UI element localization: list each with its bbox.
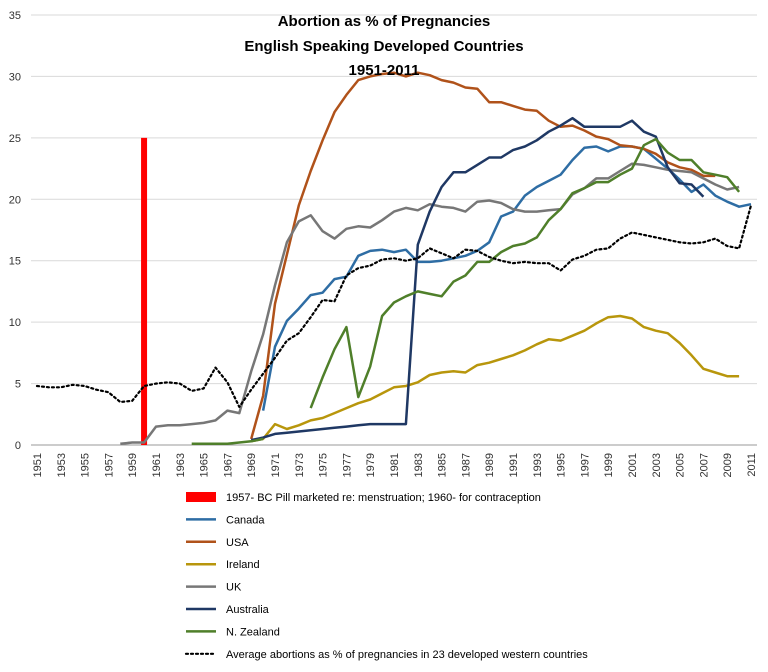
x-tick-label: 1995: [556, 453, 568, 477]
y-tick-label: 20: [9, 194, 21, 206]
x-tick-label: 1957: [103, 453, 115, 477]
series-line-n-zealand: [309, 137, 741, 409]
x-axis: 1951 1953 1955 1957 1959 1961 1963 1965 1967 1969…: [32, 453, 758, 477]
legend-swatch-bar: [186, 492, 216, 502]
y-tick-label: 10: [9, 317, 21, 329]
y-tick-label: 5: [15, 379, 21, 391]
title-line-1: Abortion as % of Pregnancies: [278, 13, 491, 30]
legend-label: Ireland: [226, 559, 260, 571]
title-line-3: 1951-2011: [349, 62, 420, 79]
x-tick-label: 1985: [437, 453, 449, 477]
x-tick-label: 2001: [627, 453, 639, 477]
y-axis: 0 5 10 15 20 25 30 35: [9, 10, 21, 452]
y-tick-label: 15: [9, 256, 21, 268]
series-line-australia: [250, 116, 705, 442]
legend-label: 1957- BC Pill marketed re: menstruation;…: [226, 492, 541, 504]
grid: [31, 14, 757, 446]
series-line-ireland: [250, 314, 740, 443]
x-tick-label: 2003: [651, 453, 663, 477]
x-tick-label: 2005: [675, 453, 687, 477]
series-line-uk: [120, 162, 740, 446]
x-tick-label: 1969: [246, 453, 258, 477]
x-tick-label: 1959: [127, 453, 139, 477]
x-tick-label: 1993: [532, 453, 544, 477]
x-tick-label: 1989: [484, 453, 496, 477]
legend-label: USA: [226, 537, 249, 549]
x-tick-label: 2007: [698, 453, 710, 477]
series-line-canada: [261, 145, 752, 411]
x-tick-label: 1965: [199, 453, 211, 477]
legend-label: N. Zealand: [226, 626, 280, 638]
x-tick-label: 1987: [460, 453, 472, 477]
x-tick-label: 1973: [294, 453, 306, 477]
x-tick-label: 1979: [365, 453, 377, 477]
series-line-average-abortions-as-of-pregnancies-in-23-developed-western-countries: [35, 204, 753, 408]
series-group: [35, 71, 753, 446]
title-line-2: English Speaking Developed Countries: [244, 38, 523, 55]
x-tick-label: 1997: [579, 453, 591, 477]
x-tick-label: 1967: [222, 453, 234, 477]
x-tick-label: 1961: [151, 453, 163, 477]
y-tick-label: 0: [15, 440, 21, 452]
legend-label: UK: [226, 582, 242, 594]
series-line-n-zealand: [191, 437, 264, 446]
x-tick-label: 1951: [32, 453, 44, 477]
legend-label: Average abortions as % of pregnancies in…: [226, 649, 588, 661]
x-tick-label: 2009: [722, 453, 734, 477]
x-tick-label: 1977: [341, 453, 353, 477]
legend-label: Canada: [226, 514, 265, 526]
x-tick-label: 1983: [413, 453, 425, 477]
x-tick-label: 2011: [746, 453, 758, 477]
x-tick-label: 1981: [389, 453, 401, 477]
y-tick-label: 35: [9, 10, 21, 22]
x-tick-label: 1953: [56, 453, 68, 477]
x-tick-label: 1971: [270, 453, 282, 477]
legend: 1957- BC Pill marketed re: menstruation;…: [184, 492, 588, 661]
x-tick-label: 1991: [508, 453, 520, 477]
y-tick-label: 30: [9, 71, 21, 83]
x-tick-label: 1963: [175, 453, 187, 477]
y-tick-label: 25: [9, 133, 21, 145]
pill-marker-bar: [141, 137, 148, 445]
x-tick-label: 1999: [603, 453, 615, 477]
x-tick-label: 1975: [318, 453, 330, 477]
x-tick-label: 1955: [80, 453, 92, 477]
series-line-usa: [249, 71, 716, 440]
chart-title: Abortion as % of Pregnancies English Spe…: [244, 13, 523, 79]
legend-label: Australia: [226, 604, 270, 616]
